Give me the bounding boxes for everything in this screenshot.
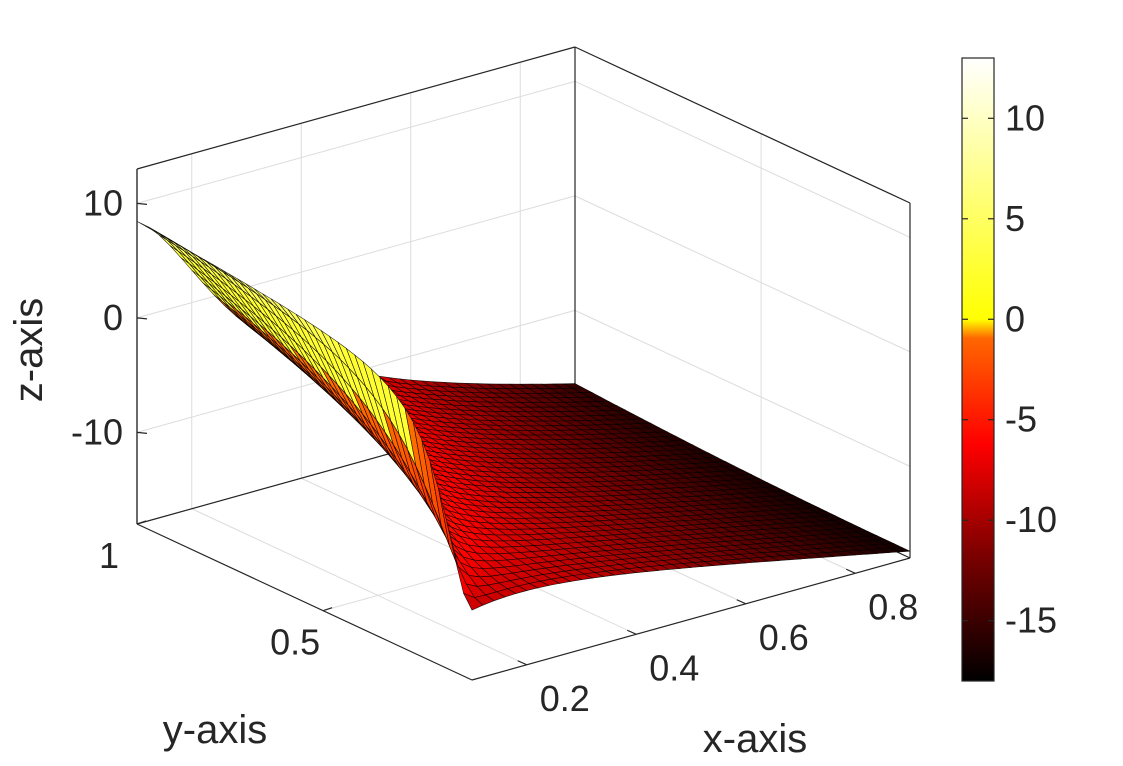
y-tick-label: 1 — [99, 535, 119, 576]
x-tick-mark — [846, 568, 856, 574]
axis-ticks: -10 0 10 0.5 1 0.2 0.4 0.6 0.8 — [71, 182, 918, 718]
colorbar-tick-label: 0 — [1005, 298, 1025, 339]
grid-line — [136, 80, 576, 204]
axes-box-front — [136, 169, 911, 681]
surface-patch — [462, 592, 484, 611]
z-axis-label: z-axis — [7, 298, 51, 402]
axes-edge — [574, 46, 911, 204]
z-tick-mark — [136, 431, 148, 434]
axes-edge — [136, 523, 473, 681]
colorbar: -15 -10 -5 0 5 10 — [961, 57, 1057, 682]
z-tick-label: 10 — [83, 182, 123, 223]
grid-line — [574, 80, 911, 238]
colorbar-ticks: -15 -10 -5 0 5 10 — [962, 97, 1057, 641]
z-tick-mark — [136, 202, 148, 205]
x-tick-label: 0.6 — [759, 617, 809, 658]
y-tick-label: 0.5 — [270, 622, 320, 663]
x-tick-label: 0.2 — [540, 678, 590, 719]
x-tick-label: 0.8 — [868, 586, 918, 627]
y-tick-mark — [136, 520, 147, 525]
grid-line — [136, 195, 576, 319]
z-tick-mark — [136, 317, 148, 320]
grid-line — [574, 309, 911, 467]
colorbar-gradient — [961, 57, 995, 682]
grid-line — [574, 195, 911, 353]
x-tick-label: 0.4 — [649, 647, 699, 688]
y-axis-label: y-axis — [163, 708, 267, 752]
x-tick-mark — [517, 660, 527, 666]
colorbar-tick-label: -5 — [1005, 399, 1037, 440]
y-tick-mark — [322, 607, 333, 612]
grid-line — [191, 508, 527, 666]
colorbar-tick-label: 10 — [1005, 97, 1045, 138]
z-tick-label: -10 — [71, 411, 123, 452]
colorbar-tick-label: -10 — [1005, 499, 1057, 540]
axes-edge — [471, 557, 911, 681]
colorbar-tick-label: -15 — [1005, 600, 1057, 641]
x-tick-mark — [736, 599, 746, 605]
x-tick-mark — [627, 629, 637, 635]
z-tick-label: 0 — [103, 297, 123, 338]
colorbar-tick-label: 5 — [1005, 198, 1025, 239]
axes-edge — [136, 46, 576, 170]
x-axis-label: x-axis — [703, 717, 807, 761]
surface-mesh — [136, 221, 911, 611]
